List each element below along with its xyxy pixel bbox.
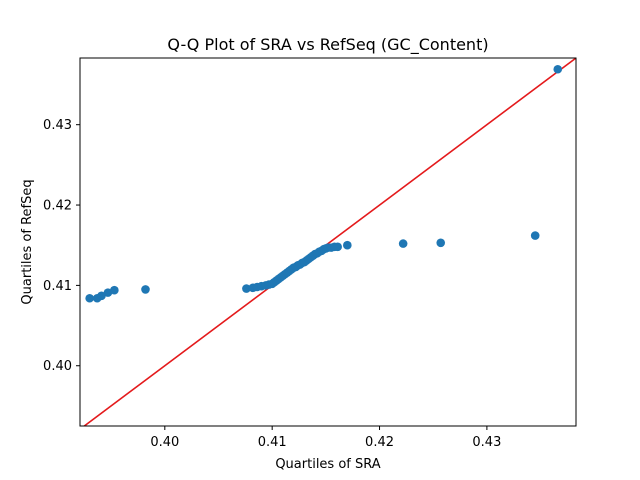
plot-frame bbox=[79, 57, 577, 427]
x-axis-label: Quartiles of SRA bbox=[275, 457, 380, 472]
x-axis-ticks: 0.40 0.41 0.42 0.43 bbox=[150, 426, 501, 450]
data-point bbox=[333, 242, 342, 252]
data-point bbox=[398, 239, 408, 248]
y-tick-label: 0.41 bbox=[43, 279, 72, 294]
data-point bbox=[97, 291, 106, 301]
y-tick-label: 0.40 bbox=[43, 359, 72, 374]
x-tick-label: 0.41 bbox=[258, 435, 287, 450]
y-axis-label: Quartiles of RefSeq bbox=[20, 179, 35, 304]
y-tick-label: 0.42 bbox=[43, 199, 72, 214]
data-point bbox=[85, 293, 94, 303]
data-point bbox=[530, 231, 540, 240]
data-point bbox=[110, 285, 119, 295]
data-point bbox=[436, 238, 446, 248]
y-axis-ticks: 0.40 0.41 0.42 0.43 bbox=[43, 118, 80, 374]
x-tick-label: 0.43 bbox=[472, 435, 501, 450]
data-point bbox=[242, 284, 251, 293]
data-point bbox=[553, 64, 563, 74]
chart-title: Q-Q Plot of SRA vs RefSeq (GC_Content) bbox=[167, 35, 488, 55]
x-tick-label: 0.42 bbox=[365, 435, 394, 450]
data-point bbox=[343, 240, 352, 250]
data-point bbox=[141, 285, 150, 294]
x-tick-label: 0.40 bbox=[150, 435, 179, 450]
y-tick-label: 0.43 bbox=[43, 118, 72, 133]
points-layer bbox=[85, 64, 563, 303]
